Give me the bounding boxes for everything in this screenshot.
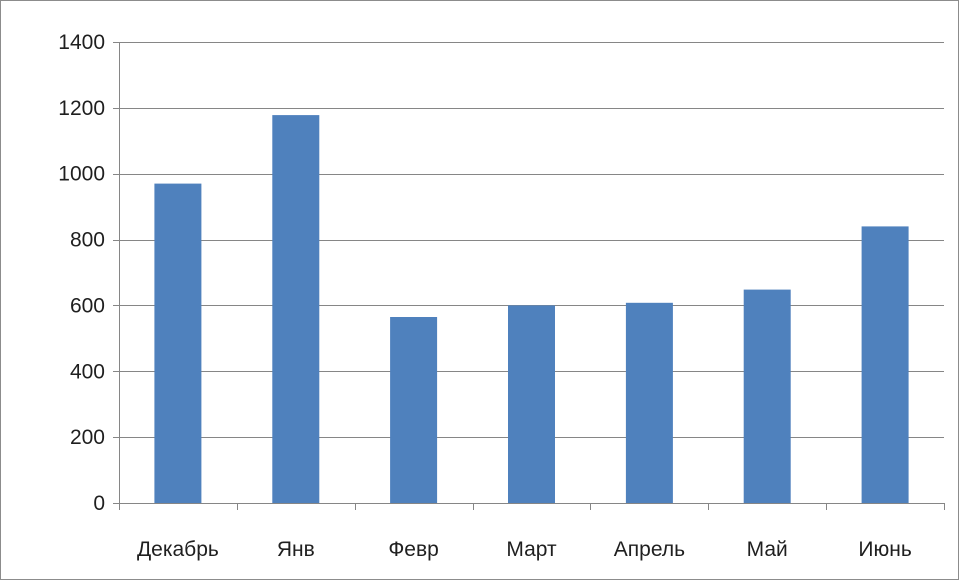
axes	[113, 42, 945, 510]
x-tick-label-6: Май	[747, 538, 788, 561]
y-tick-label-1400: 1400	[58, 31, 105, 54]
bar-2	[272, 115, 320, 503]
x-axis-tick-labels: Декабрь Янв Февр Март Апрель Май Июнь	[137, 538, 912, 561]
x-tick-label-2: Янв	[277, 538, 315, 561]
bar-3	[390, 317, 438, 503]
bar-1	[154, 183, 202, 503]
y-tick-label-1000: 1000	[58, 163, 105, 186]
x-tick-label-4: Март	[506, 538, 557, 561]
x-tick-label-7: Июнь	[858, 538, 911, 561]
bar-6	[743, 289, 791, 503]
bar-7	[861, 226, 909, 503]
y-tick-label-800: 800	[70, 229, 105, 252]
y-tick-label-0: 0	[93, 492, 105, 515]
bar-series	[154, 115, 909, 503]
y-tick-label-400: 400	[70, 360, 105, 383]
x-tick-label-1: Декабрь	[137, 538, 219, 561]
x-tick-label-5: Апрель	[614, 538, 685, 561]
bar-5	[625, 302, 673, 503]
x-tick-label-3: Февр	[388, 538, 438, 561]
y-tick-label-1200: 1200	[58, 97, 105, 120]
y-tick-label-600: 600	[70, 294, 105, 317]
y-axis-tick-labels: 0 200 400 600 800 1000 1200 1400	[58, 31, 105, 515]
bar-4	[508, 305, 555, 503]
y-tick-label-200: 200	[70, 426, 105, 449]
